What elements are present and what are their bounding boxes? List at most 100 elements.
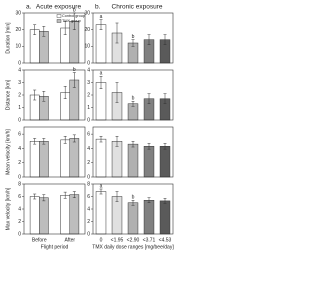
y-tick-label: 0	[18, 174, 21, 180]
y-tick-label: 4	[18, 146, 21, 152]
error-bar	[63, 21, 67, 35]
error-bar	[131, 141, 135, 148]
y-tick-label: 2	[18, 92, 21, 98]
error-bar	[115, 191, 119, 202]
bar	[111, 196, 123, 235]
error-bar	[131, 200, 135, 206]
error-bar	[115, 136, 119, 147]
error-bar	[99, 19, 103, 30]
error-bar	[131, 101, 135, 107]
y-tick-label: 0	[18, 117, 21, 123]
bar	[143, 146, 155, 178]
annotation: a	[100, 183, 103, 189]
error-bar	[147, 197, 151, 203]
annotation: b	[132, 195, 135, 201]
error-bar	[72, 134, 76, 143]
error-bar	[147, 93, 151, 104]
error-bar	[99, 136, 103, 143]
error-bar	[42, 138, 46, 145]
y-tick-label: 4	[18, 67, 21, 73]
y-tick-label: 6	[18, 194, 21, 200]
y-tick-label: 2	[18, 160, 21, 166]
y-tick-label: 0	[87, 60, 90, 66]
error-bar	[115, 82, 119, 103]
bar	[159, 146, 171, 178]
axes-frame	[92, 183, 174, 235]
y-tick-label: 10	[15, 44, 21, 50]
bar	[95, 24, 107, 64]
bar	[69, 194, 80, 235]
x-tick-label: 0	[100, 237, 103, 243]
y-axis-label: Mean velocity [km/h]	[5, 129, 11, 175]
error-bar	[42, 26, 46, 37]
bar	[143, 200, 155, 235]
error-bar	[72, 72, 76, 88]
y-tick-label: 0	[87, 117, 90, 123]
y-tick-label: 2	[87, 92, 90, 98]
error-bar	[33, 138, 37, 145]
error-bar	[33, 89, 37, 101]
annotation: a	[100, 71, 103, 77]
axes-frame	[23, 12, 86, 64]
error-bar	[147, 34, 151, 45]
y-tick-label: 0	[87, 174, 90, 180]
annotation: b	[132, 34, 135, 40]
y-tick-label: 6	[87, 131, 90, 137]
annotation: b	[132, 96, 135, 102]
y-tick-label: 30	[15, 10, 21, 16]
bar	[29, 141, 40, 178]
y-tick-label: 8	[87, 181, 90, 187]
error-bar	[163, 198, 167, 204]
x-tick-label: <2.90	[127, 237, 140, 243]
bar	[69, 138, 80, 178]
x-tick-label: <4.53	[159, 237, 172, 243]
error-bar	[33, 24, 37, 35]
axes-frame	[23, 69, 86, 121]
y-tick-label: 0	[87, 231, 90, 237]
error-bar	[131, 39, 135, 47]
error-bar	[63, 136, 67, 144]
error-bar	[42, 194, 46, 202]
panel-title: Chronic exposure	[112, 4, 163, 11]
bar	[95, 138, 107, 178]
error-bar	[99, 188, 103, 195]
error-bar	[163, 34, 167, 45]
y-tick-label: 4	[18, 206, 21, 212]
legend-swatch	[56, 19, 62, 23]
y-tick-label: 3	[18, 80, 21, 86]
y-tick-label: 2	[87, 219, 90, 225]
error-bar	[63, 191, 67, 199]
y-tick-label: 20	[84, 27, 90, 33]
y-tick-label: 4	[87, 67, 90, 73]
y-tick-label: 8	[18, 181, 21, 187]
y-axis-label: Duration [min]	[5, 22, 11, 54]
x-tick-label: Before	[32, 237, 47, 243]
panel-title: Acute exposure	[36, 4, 82, 11]
axes-frame	[23, 126, 86, 178]
bar	[111, 141, 123, 178]
error-bar	[33, 193, 37, 200]
y-axis-label: Max velocity [km/h]	[5, 187, 11, 230]
y-tick-label: 6	[87, 194, 90, 200]
y-tick-label: 6	[18, 131, 21, 137]
y-axis-label: Distance [km]	[5, 79, 11, 110]
bar	[60, 139, 70, 178]
y-tick-label: 4	[87, 206, 90, 212]
annotation: a	[100, 14, 103, 20]
legend-label: Control group	[62, 14, 85, 18]
y-tick-label: 1	[18, 105, 21, 111]
axes-frame	[23, 183, 86, 235]
axes-frame	[92, 126, 174, 178]
error-bar	[99, 76, 103, 89]
error-bar	[163, 143, 167, 150]
axes-frame	[92, 12, 174, 64]
axes-frame	[92, 69, 174, 121]
bar	[95, 191, 107, 235]
panel-label: b.	[95, 4, 101, 11]
error-bar	[163, 93, 167, 104]
bar	[127, 202, 139, 235]
y-tick-label: 3	[87, 80, 90, 86]
bar	[29, 196, 40, 235]
error-bar	[115, 22, 119, 44]
